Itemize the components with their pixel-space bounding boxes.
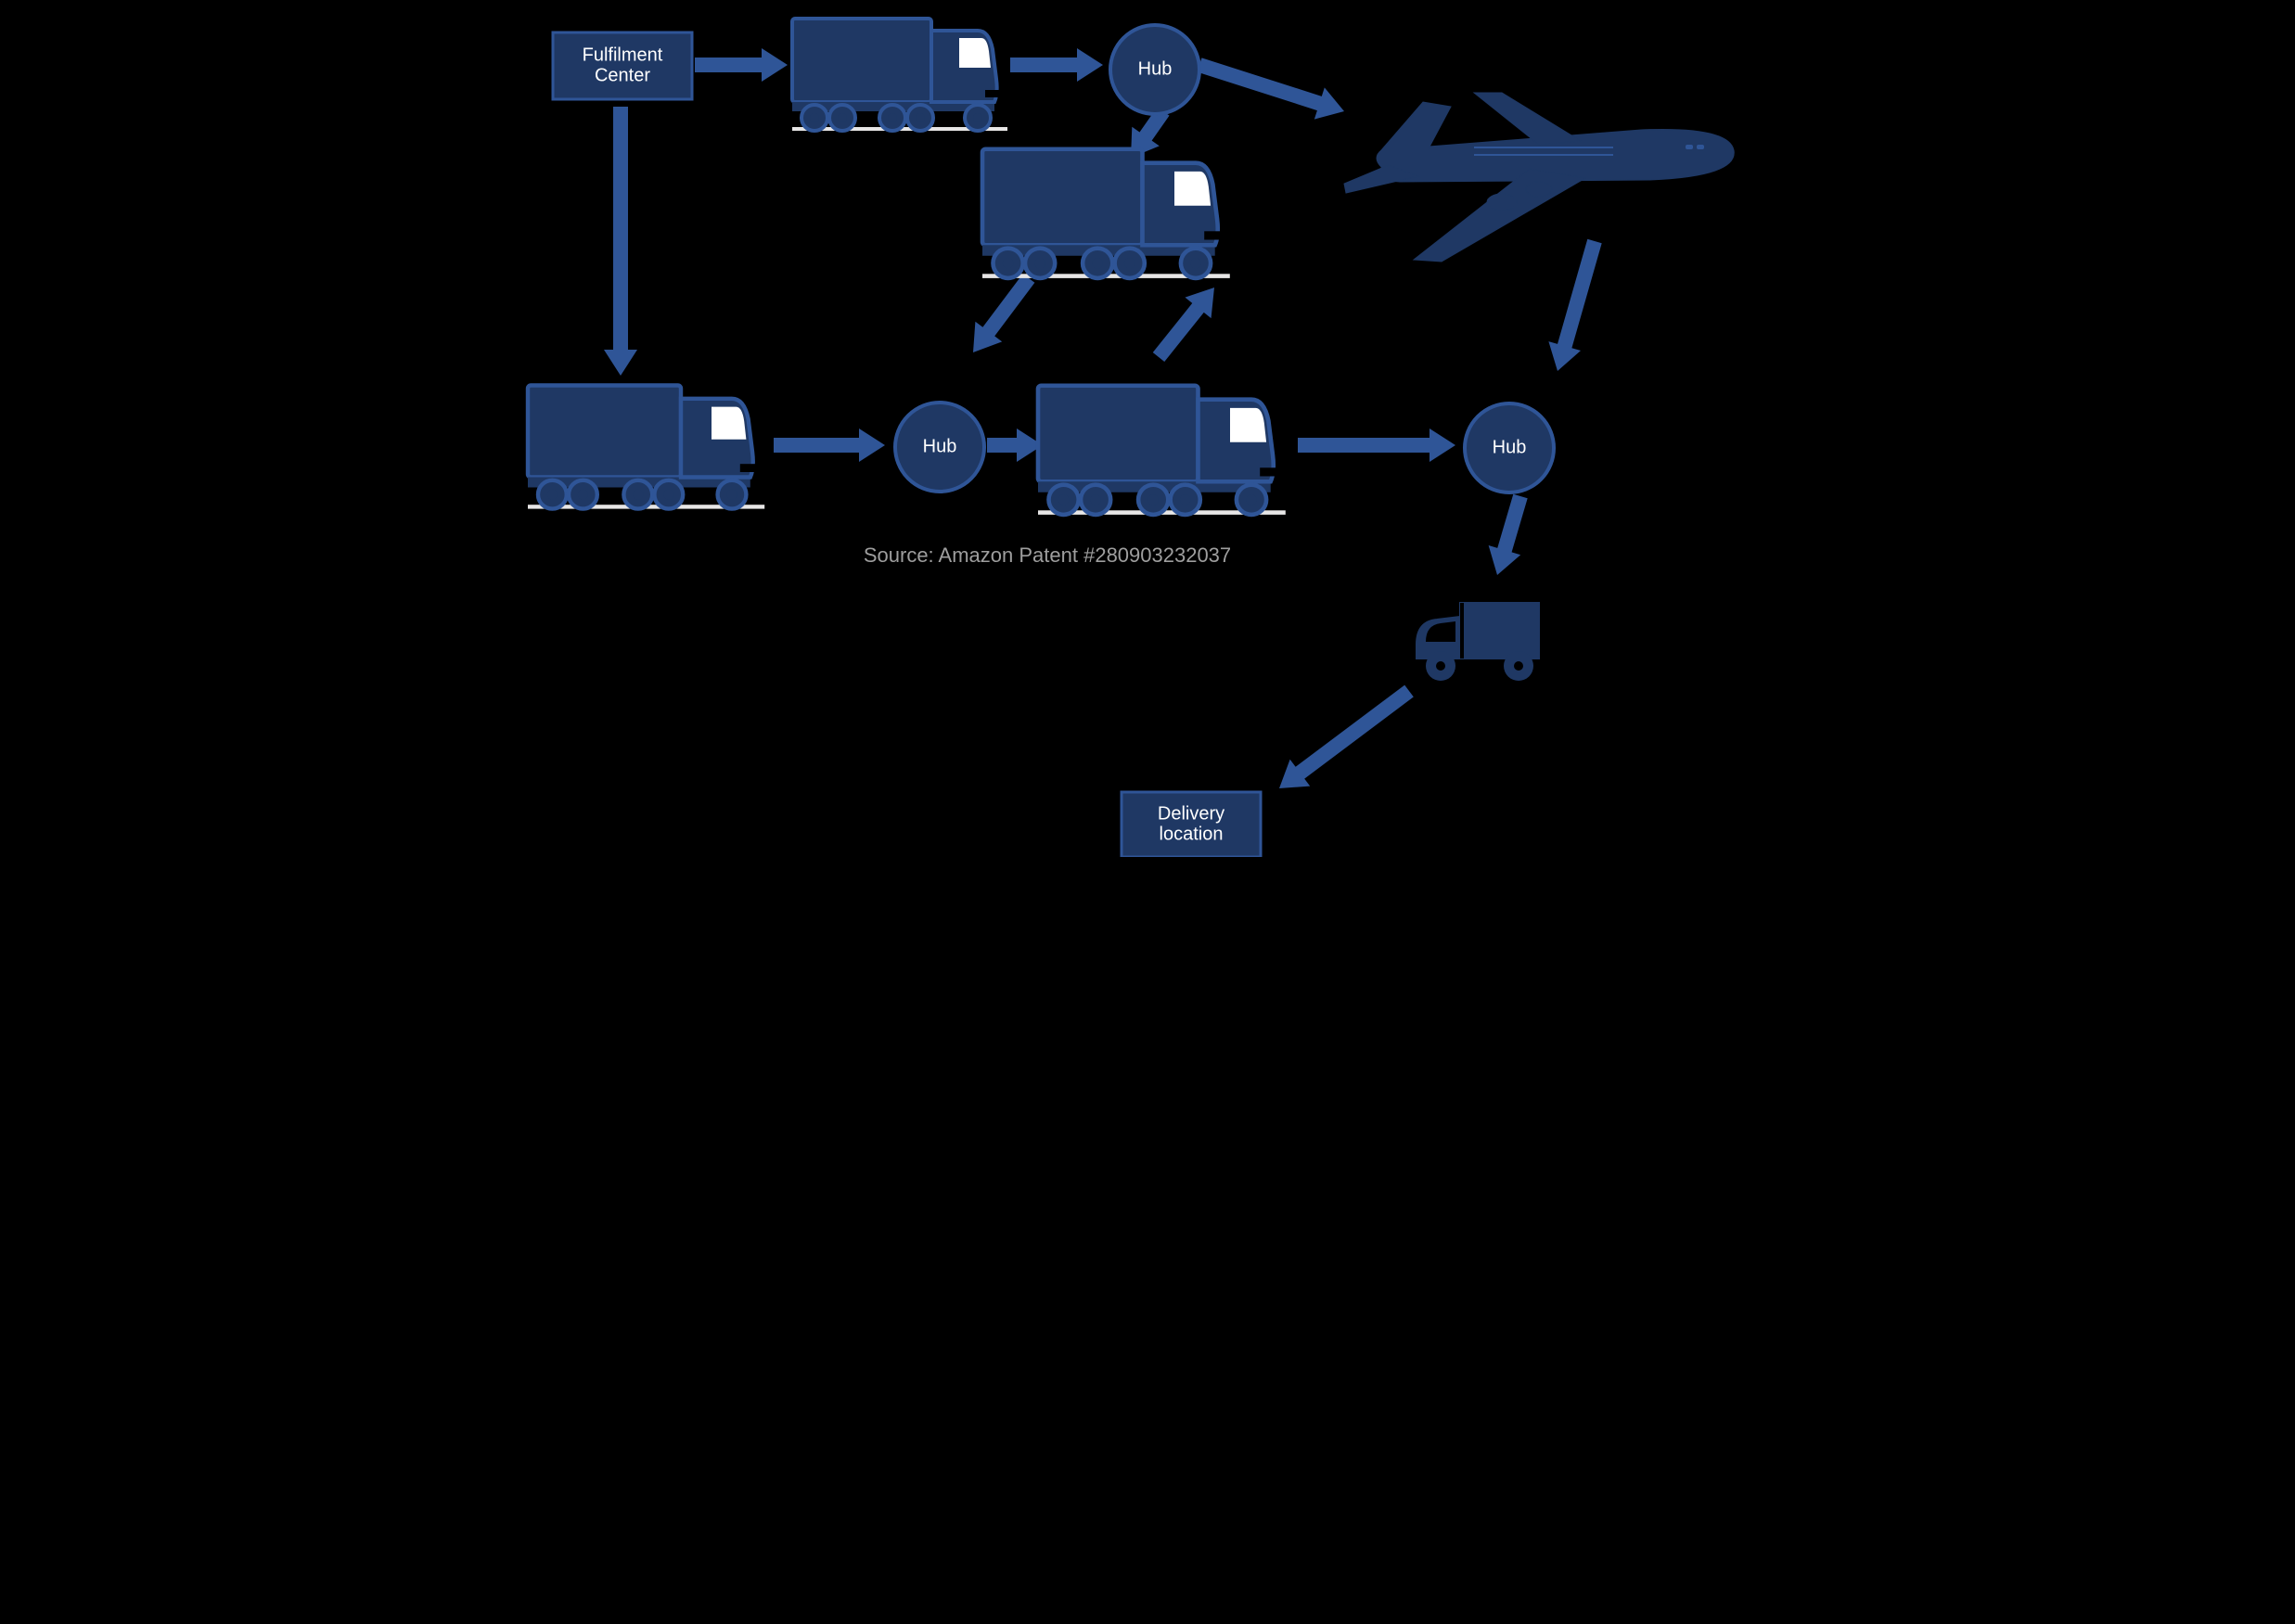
- airplane-icon: [1344, 93, 1734, 262]
- flow-arrow: [774, 428, 885, 462]
- flow-arrow: [1481, 492, 1536, 580]
- flow-arrow: [695, 48, 788, 82]
- hub3-label: Hub: [1492, 437, 1526, 457]
- van-icon: [1417, 603, 1539, 681]
- flow-arrow: [604, 107, 637, 376]
- flow-arrow: [1298, 428, 1455, 462]
- flow-arrow: [1145, 277, 1226, 367]
- hub2-label: Hub: [922, 436, 956, 456]
- flow-arrow: [1194, 49, 1349, 127]
- hub1-label: Hub: [1137, 58, 1172, 79]
- delivery-label: location: [1159, 824, 1223, 844]
- truck-icon: [528, 386, 764, 509]
- flow-arrow: [1269, 678, 1419, 802]
- truck-icon: [982, 149, 1230, 278]
- flow-arrow: [987, 428, 1043, 462]
- fulfilment-node: FulfilmentCenter: [553, 32, 692, 99]
- hub3-node: Hub: [1465, 403, 1554, 492]
- truck-icon: [792, 19, 1007, 131]
- source-citation: Source: Amazon Patent #280903232037: [863, 543, 1230, 567]
- fulfilment-label: Center: [594, 65, 649, 85]
- flow-arrow: [1010, 48, 1103, 82]
- hub2-node: Hub: [895, 403, 984, 492]
- flow-arrow: [1541, 237, 1610, 376]
- fulfilment-label: Fulfilment: [582, 45, 662, 65]
- delivery-label: Delivery: [1157, 803, 1224, 824]
- truck-icon: [1038, 386, 1286, 515]
- logistics-flowchart: FulfilmentCenter Deliverylocation Hub Hub Hu…: [509, 0, 1787, 857]
- delivery-node: Deliverylocation: [1122, 792, 1261, 857]
- flow-arrow: [959, 268, 1042, 363]
- hub1-node: Hub: [1110, 25, 1199, 114]
